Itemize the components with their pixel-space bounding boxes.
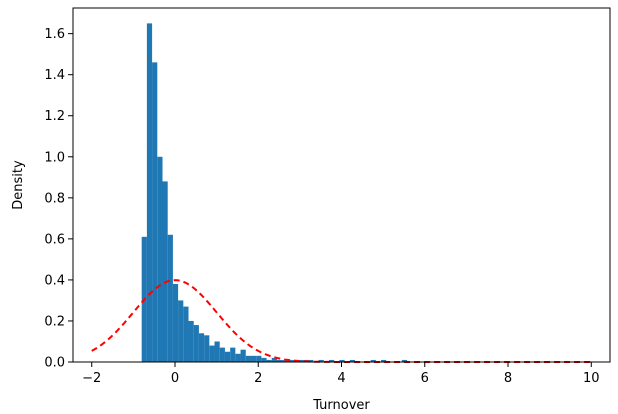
histogram-bar xyxy=(250,355,257,362)
histogram-bar xyxy=(172,284,179,362)
x-axis-ticks: −2 0 2 4 6 8 10 xyxy=(82,362,600,386)
histogram-bar xyxy=(193,325,199,362)
histogram-bar xyxy=(282,359,288,362)
x-tick-label: 10 xyxy=(583,371,600,386)
histogram-bar xyxy=(204,335,210,362)
histogram-bar xyxy=(401,359,408,362)
histogram-bar xyxy=(370,359,376,362)
histogram-bar xyxy=(381,359,387,362)
y-tick-label: 1.0 xyxy=(44,150,65,165)
histogram-bars xyxy=(141,23,408,362)
histogram-bar xyxy=(157,156,163,362)
y-tick-label: 0.8 xyxy=(44,191,65,206)
histogram-bar xyxy=(271,357,277,362)
histogram-bar xyxy=(167,234,173,362)
y-tick-label: 0.6 xyxy=(44,232,65,247)
y-axis-ticks: 0.0 0.2 0.4 0.6 0.8 1.0 1.2 1.4 1.6 xyxy=(44,27,73,371)
histogram-bar xyxy=(146,23,153,362)
histogram-bar xyxy=(240,349,246,362)
x-tick-label: 6 xyxy=(421,371,429,386)
histogram-bar xyxy=(230,347,236,362)
y-axis-label: Density xyxy=(11,160,26,210)
histogram-bar xyxy=(152,62,158,362)
y-tick-label: 0.0 xyxy=(44,356,65,371)
histogram-bar xyxy=(297,359,303,362)
histogram-bar xyxy=(329,359,335,362)
histogram-bar xyxy=(339,359,345,362)
y-tick-label: 0.2 xyxy=(44,314,65,329)
histogram-bar xyxy=(188,320,194,362)
histogram-bar xyxy=(276,359,283,362)
x-tick-label: 8 xyxy=(504,371,512,386)
histogram-bar xyxy=(261,357,267,362)
histogram-bar xyxy=(183,306,189,362)
histogram-bar xyxy=(162,181,168,362)
histogram-bar xyxy=(224,351,231,362)
histogram-bar xyxy=(349,359,356,362)
histogram-bar xyxy=(198,333,205,362)
histogram-bar xyxy=(178,300,184,362)
x-axis-label: Turnover xyxy=(312,398,370,413)
y-tick-label: 1.4 xyxy=(44,68,65,83)
x-tick-label: 4 xyxy=(337,371,345,386)
histogram-bar xyxy=(245,355,251,362)
y-tick-label: 1.2 xyxy=(44,109,65,124)
histogram-bar xyxy=(266,359,272,362)
histogram-bar xyxy=(308,359,314,362)
x-tick-label: −2 xyxy=(82,371,101,386)
histogram-bar xyxy=(256,355,262,362)
y-tick-label: 1.6 xyxy=(44,27,65,42)
x-tick-label: 2 xyxy=(254,371,262,386)
histogram-bar xyxy=(318,359,324,362)
histogram-bar xyxy=(235,353,241,362)
histogram-bar xyxy=(214,341,220,362)
y-tick-label: 0.4 xyxy=(44,273,65,288)
x-tick-label: 0 xyxy=(171,371,179,386)
histogram-bar xyxy=(219,347,225,362)
histogram-bar xyxy=(209,345,215,362)
